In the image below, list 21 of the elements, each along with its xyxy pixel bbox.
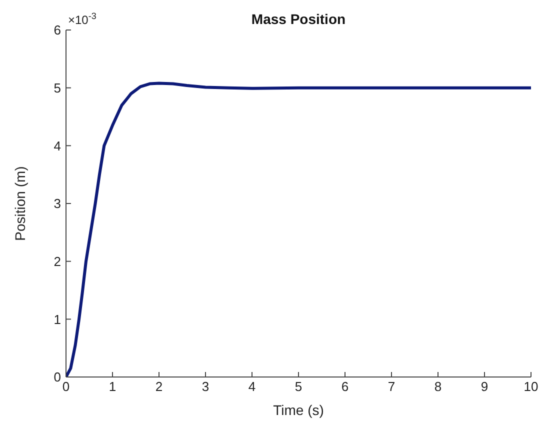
y-tick-label: 4 [54,138,61,154]
x-tick-label: 6 [341,379,349,394]
y-tick-label: 5 [54,80,61,96]
y-tick-label: 3 [54,196,61,212]
x-tick-label: 4 [248,379,256,394]
x-tick-label: 1 [108,379,116,394]
x-tick-label: 7 [388,379,396,394]
x-axis-title: Time (s) [273,402,324,418]
x-tick-label: 10 [524,379,538,394]
y-tick-label: 1 [54,312,61,327]
y-tick-label: 0 [54,370,61,385]
x-tick-label: 8 [434,379,442,394]
x-tick-label: 5 [294,379,302,394]
chart-title: Mass Position [251,11,346,27]
text: ×10$^{-3}$ [68,11,96,27]
y-tick-label: 2 [54,254,61,269]
x-tick-label: 2 [155,379,163,394]
y-tick-label: 6 [54,22,61,38]
x-tick-label: 3 [202,379,210,394]
y-axis-title: Position (m) [12,166,28,241]
x-tick-label: 9 [480,379,488,394]
